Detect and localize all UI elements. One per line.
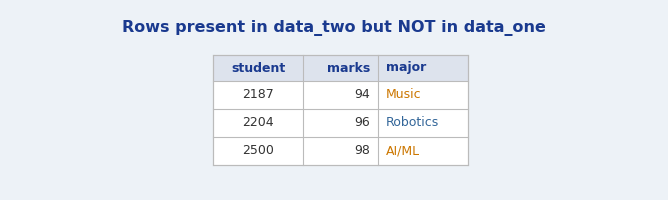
Text: Rows present in data_two but NOT in data_one: Rows present in data_two but NOT in data… bbox=[122, 20, 546, 36]
Text: marks: marks bbox=[327, 62, 370, 74]
Text: major: major bbox=[386, 62, 426, 74]
Bar bbox=[213, 81, 468, 109]
Text: 98: 98 bbox=[354, 144, 370, 158]
Text: AI/ML: AI/ML bbox=[386, 144, 420, 158]
Text: 96: 96 bbox=[354, 116, 370, 130]
Text: Music: Music bbox=[386, 88, 422, 102]
Bar bbox=[213, 109, 468, 137]
Text: 94: 94 bbox=[354, 88, 370, 102]
Text: 2500: 2500 bbox=[242, 144, 274, 158]
Text: 2204: 2204 bbox=[242, 116, 274, 130]
Text: 2187: 2187 bbox=[242, 88, 274, 102]
Bar bbox=[213, 137, 468, 165]
Bar bbox=[213, 55, 468, 165]
Text: student: student bbox=[231, 62, 285, 74]
Text: Robotics: Robotics bbox=[386, 116, 440, 130]
Bar bbox=[213, 55, 468, 81]
